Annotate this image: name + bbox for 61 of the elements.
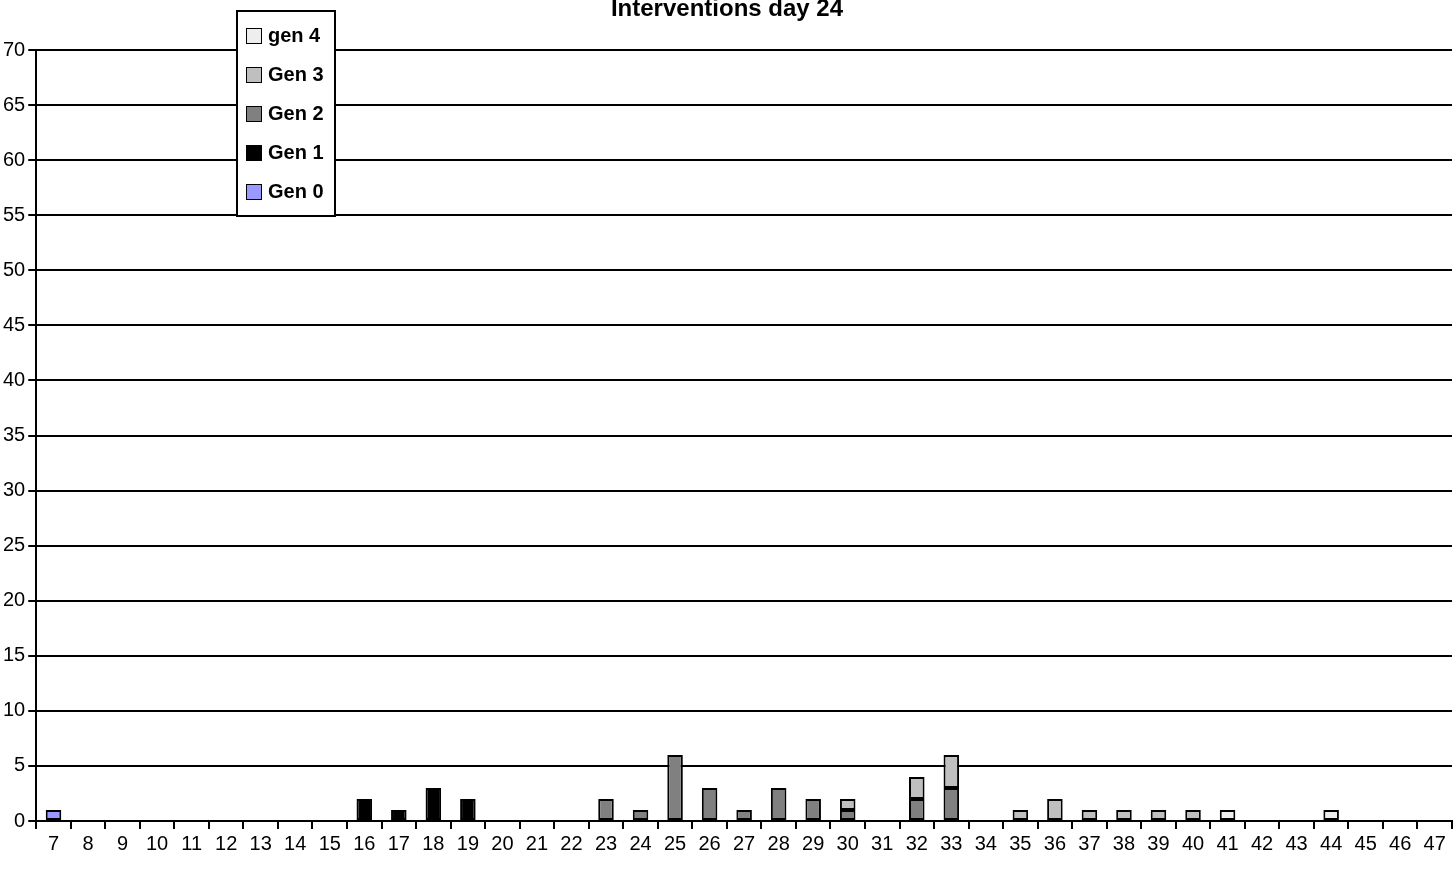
legend-label: Gen 3 (267, 62, 324, 87)
y-tick-label: 50 (3, 257, 26, 280)
x-tick-label: 47 (1423, 831, 1446, 854)
x-tick-label: 37 (1078, 831, 1101, 854)
y-tick-label: 5 (14, 753, 26, 776)
x-tick-label: 31 (871, 831, 894, 854)
y-tick-label: 25 (3, 533, 26, 556)
legend-label: Gen 0 (267, 179, 324, 204)
y-tick-label: 45 (3, 312, 26, 335)
x-tick-label: 28 (767, 831, 790, 854)
x-tick-label: 26 (698, 831, 721, 854)
legend-label: Gen 2 (267, 101, 324, 126)
x-tick-label: 23 (594, 831, 618, 854)
x-tick-label: 29 (802, 831, 825, 854)
x-tick-label: 19 (456, 831, 479, 854)
y-tick-label: 15 (3, 643, 26, 666)
x-tick-label: 21 (525, 831, 549, 854)
x-tick-label: 12 (215, 831, 238, 854)
x-tick-label: 27 (733, 831, 756, 854)
x-tick-label: 43 (1285, 831, 1308, 854)
x-tick-label: 38 (1112, 831, 1136, 854)
y-tick-label: 70 (3, 37, 26, 60)
y-tick-label: 20 (3, 588, 26, 611)
x-tick-label: 20 (491, 831, 514, 854)
x-tick-label: 42 (1250, 831, 1274, 854)
x-tick-label: 45 (1354, 831, 1377, 854)
x-tick-label: 41 (1216, 831, 1239, 854)
x-tick-label: 15 (318, 831, 341, 854)
x-tick-label: 13 (249, 831, 272, 854)
x-tick-label: 33 (940, 831, 963, 854)
x-tick-label: 18 (422, 831, 445, 854)
x-tick-label: 36 (1043, 831, 1067, 854)
x-tick-label: 46 (1389, 831, 1412, 854)
y-tick-label: 35 (3, 423, 26, 446)
x-tick-label: 16 (353, 831, 376, 854)
x-tick-label: 14 (284, 831, 307, 854)
y-tick-label: 0 (14, 808, 26, 831)
legend-label: Gen 1 (267, 140, 324, 165)
y-tick-label: 30 (3, 478, 26, 501)
x-tick-label: 7 (47, 831, 60, 854)
x-tick-label: 40 (1181, 831, 1205, 854)
y-tick-label: 60 (3, 147, 26, 170)
x-tick-label: 39 (1147, 831, 1170, 854)
x-tick-label: 17 (387, 831, 410, 854)
x-tick-label: 32 (905, 831, 928, 854)
legend-label: gen 4 (267, 23, 322, 48)
x-tick-label: 8 (82, 831, 94, 854)
x-tick-label: 10 (145, 831, 169, 854)
x-tick-label: 11 (181, 831, 203, 854)
x-tick-label: 25 (663, 831, 687, 854)
y-tick-label: 10 (3, 698, 26, 721)
x-tick-label: 22 (560, 831, 583, 854)
x-tick-label: 34 (974, 831, 997, 854)
x-tick-label: 44 (1320, 831, 1343, 854)
x-tick-label: 9 (117, 831, 129, 854)
y-tick-label: 40 (3, 367, 26, 390)
x-tick-label: 35 (1009, 831, 1032, 854)
y-tick-label: 65 (3, 92, 26, 115)
x-tick-label: 24 (629, 831, 652, 854)
x-tick-label: 30 (836, 831, 859, 854)
y-tick-label: 55 (3, 202, 26, 225)
